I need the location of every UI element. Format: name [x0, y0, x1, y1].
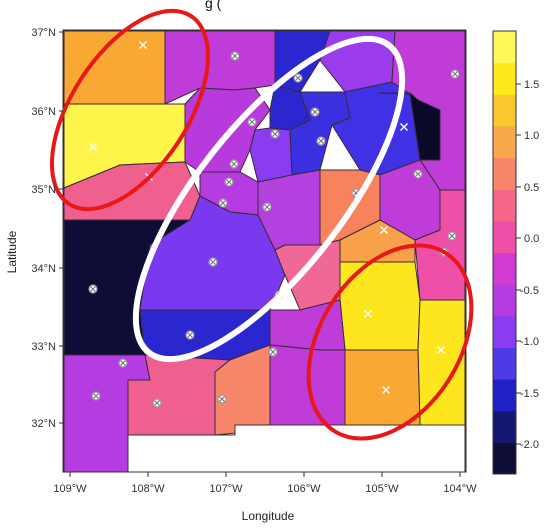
station-marker [310, 107, 320, 117]
station-marker [230, 51, 240, 61]
colorbar-band [493, 157, 516, 190]
station-marker [447, 231, 457, 241]
station-marker [88, 284, 98, 294]
x-tick-label: 109°W [53, 483, 87, 495]
colorbar-tick-label: -2.0 [520, 439, 539, 451]
y-tick-label: 36°N [31, 106, 56, 118]
x-tick-label: 107°W [209, 483, 243, 495]
station-marker [89, 143, 97, 151]
colorbar-bands [493, 31, 516, 475]
station-marker [437, 346, 445, 354]
colorbar-tick-label: 0.5 [524, 182, 539, 194]
station-marker [450, 69, 460, 79]
colorbar-band [493, 252, 516, 285]
station-marker [217, 394, 227, 404]
y-tick-label: 35°N [31, 184, 56, 196]
colorbar-tick-label: -1.0 [520, 336, 539, 348]
station-marker [316, 136, 326, 146]
map-panel [49, 8, 474, 473]
station-marker [293, 73, 303, 83]
colorbar-band [493, 62, 516, 95]
colorbar-band [493, 189, 516, 222]
station-marker [229, 159, 239, 169]
x-axis: 109°W 108°W 107°W 106°W 105°W 104°W Long… [53, 472, 477, 523]
station-marker [413, 169, 423, 179]
colorbar-frame [492, 30, 517, 475]
white-ellipse-central [132, 35, 406, 363]
county-south-orange-2 [344, 349, 421, 426]
colorbar-band [493, 220, 516, 253]
colorbar-tick-label: 1.0 [524, 130, 539, 142]
station-marker [270, 129, 280, 139]
highlight-annotations [49, 8, 474, 441]
colorbar: 1.5 1.0 0.5 0.0 -0.5 -1.0 -1.5 -2.0 [492, 30, 539, 475]
station-marker [247, 117, 257, 127]
colorbar-tick-label: -0.5 [520, 285, 539, 297]
station-marker [400, 123, 408, 131]
station-marker [91, 391, 101, 401]
station-marker [208, 257, 218, 267]
station-marker [118, 358, 128, 368]
station-marker [152, 398, 162, 408]
colorbar-band [493, 31, 516, 64]
colorbar-band [493, 442, 516, 475]
red-ellipse-southeast [306, 243, 474, 441]
colorbar-band [493, 315, 516, 348]
x-tick-label: 104°W [443, 483, 477, 495]
station-marker [380, 226, 388, 234]
station-marker [262, 202, 272, 212]
county-nw [63, 30, 166, 105]
y-tick-label: 33°N [31, 341, 56, 353]
colorbar-band [493, 347, 516, 380]
y-axis-title: Latitude [5, 230, 19, 273]
station-markers-plain [89, 41, 445, 394]
colorbar-band [493, 125, 516, 159]
station-marker [268, 347, 278, 357]
colorbar-band [493, 94, 516, 127]
colorbar-band [493, 410, 516, 443]
map-title: g ( [205, 0, 222, 11]
x-axis-title: Longitude [242, 509, 295, 523]
county-east-orange-2 [339, 219, 416, 263]
colorbar-ticks [516, 83, 521, 445]
y-tick-label: 32°N [31, 418, 56, 430]
station-marker [382, 386, 390, 394]
station-marker [224, 177, 234, 187]
colorbar-tick-label: 0.0 [524, 233, 539, 245]
station-marker [185, 330, 195, 340]
station-marker [218, 198, 228, 208]
red-ellipse-northwest [49, 8, 211, 212]
y-tick-label: 34°N [31, 263, 56, 275]
colorbar-band [493, 379, 516, 412]
x-tick-label: 106°W [287, 483, 321, 495]
y-tick-label: 37°N [31, 27, 56, 39]
colorbar-tick-label: 1.5 [524, 79, 539, 91]
colorbar-tick-label: -1.5 [520, 388, 539, 400]
station-marker [364, 310, 372, 318]
colorbar-band [493, 284, 516, 317]
station-marker [139, 41, 147, 49]
y-axis: 37°N 36°N 35°N 34°N 33°N 32°N Latitude [5, 27, 63, 430]
county-darkest [377, 92, 441, 161]
x-tick-label: 105°W [365, 483, 399, 495]
x-tick-label: 108°W [131, 483, 165, 495]
